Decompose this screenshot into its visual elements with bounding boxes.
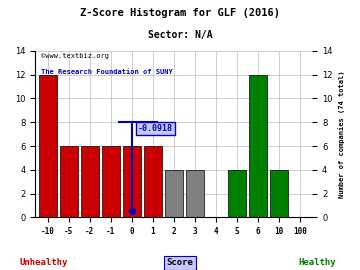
Text: Sector: N/A: Sector: N/A bbox=[148, 30, 212, 40]
Text: Z-Score Histogram for GLF (2016): Z-Score Histogram for GLF (2016) bbox=[80, 8, 280, 18]
Bar bbox=[144, 146, 162, 217]
Text: Unhealthy: Unhealthy bbox=[19, 258, 67, 267]
Bar bbox=[186, 170, 204, 217]
Text: Healthy: Healthy bbox=[298, 258, 336, 267]
Bar bbox=[123, 146, 141, 217]
Y-axis label: Number of companies (74 total): Number of companies (74 total) bbox=[338, 70, 345, 198]
Bar bbox=[60, 146, 78, 217]
Text: The Research Foundation of SUNY: The Research Foundation of SUNY bbox=[41, 69, 172, 75]
Bar bbox=[249, 75, 267, 217]
Bar bbox=[39, 75, 57, 217]
Bar bbox=[228, 170, 246, 217]
Bar bbox=[270, 170, 288, 217]
Text: -0.0918: -0.0918 bbox=[138, 124, 173, 133]
Bar bbox=[165, 170, 183, 217]
Text: Score: Score bbox=[167, 258, 193, 267]
Text: ©www.textbiz.org: ©www.textbiz.org bbox=[41, 53, 109, 59]
Bar bbox=[81, 146, 99, 217]
Bar bbox=[102, 146, 120, 217]
